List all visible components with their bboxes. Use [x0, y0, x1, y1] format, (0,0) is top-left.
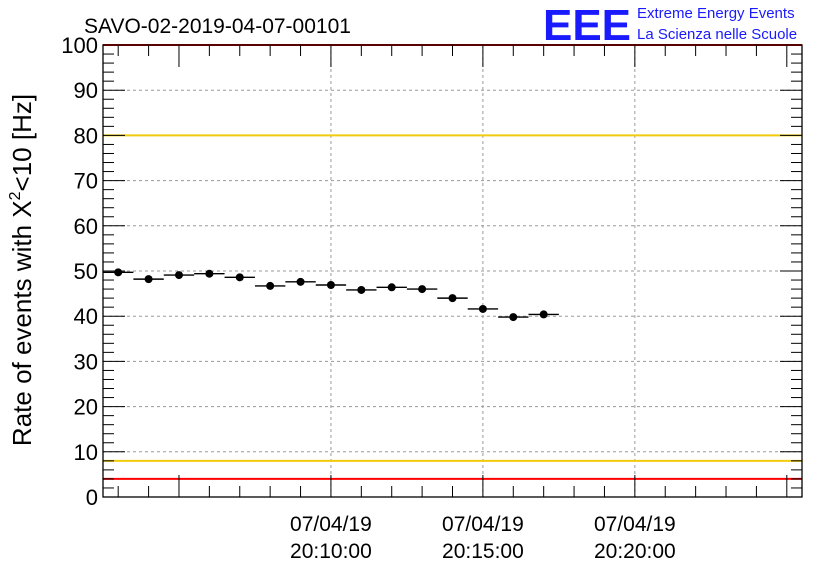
x-tick-label-time: 20:15:00 [442, 540, 524, 563]
data-point [103, 268, 134, 277]
y-tick-label: 70 [74, 169, 98, 194]
data-point-marker [509, 313, 518, 322]
eee-logo-line2: La Scienza nelle Scuole [637, 26, 797, 43]
data-point-marker [357, 285, 366, 294]
data-point [194, 269, 225, 278]
eee-logo: EEE Extreme Energy Events La Scienza nel… [543, 1, 797, 50]
data-point [376, 283, 407, 292]
data-point-marker [418, 285, 427, 294]
data-point [285, 277, 316, 286]
y-tick-label: 40 [74, 304, 98, 329]
data-point [133, 275, 164, 284]
data-point [498, 313, 529, 322]
data-point [528, 310, 559, 319]
y-tick-label: 10 [74, 440, 98, 465]
data-point-marker [205, 269, 214, 278]
data-point-marker [235, 273, 244, 282]
y-tick-label: 50 [74, 259, 98, 284]
y-tick-label: 90 [74, 78, 98, 103]
x-tick-label-date: 07/04/19 [594, 513, 676, 536]
tick-labels: 0 10 20 30 40 50 60 70 80 90 100 07/04/19 20:10:00 07… [61, 33, 675, 563]
data-point-marker [478, 304, 487, 313]
data-point [224, 273, 255, 282]
data-point [254, 281, 286, 290]
y-tick-label: 100 [61, 33, 98, 58]
x-tick-label-date: 07/04/19 [442, 513, 524, 536]
data-point-marker [174, 271, 183, 280]
eee-logo-mark: EEE [543, 1, 631, 50]
y-axis-title: Rate of events with X2<10 [Hz] [7, 94, 37, 446]
data-point-marker [387, 283, 396, 292]
x-tick-label-date: 07/04/19 [290, 513, 372, 536]
y-tick-label: 30 [74, 349, 98, 374]
run-title: SAVO-02-2019-04-07-00101 [84, 15, 351, 38]
y-tick-label: 80 [74, 123, 98, 148]
data-point [346, 285, 377, 294]
data-point-marker [266, 281, 275, 290]
y-tick-label: 20 [74, 395, 98, 420]
data-point-marker [296, 277, 305, 286]
x-tick-label-time: 20:10:00 [290, 540, 372, 563]
y-tick-label: 0 [86, 485, 98, 510]
plot-frame [102, 44, 803, 498]
grid-layer [103, 45, 802, 497]
x-tick-label-time: 20:20:00 [594, 540, 676, 563]
y-tick-label: 60 [74, 214, 98, 239]
data-point-marker [114, 268, 123, 277]
svg-text:Rate of events with X2<10 [Hz]: Rate of events with X2<10 [Hz] [7, 94, 37, 446]
y-axis-title-tail: <10 [Hz] [7, 94, 37, 192]
reference-lines [103, 44, 802, 480]
y-axis-title-sup: 2 [7, 191, 24, 200]
data-point [467, 304, 499, 313]
data-point [406, 285, 438, 294]
data-point-marker [539, 310, 548, 319]
data-point-marker [448, 294, 457, 303]
data-point-marker [326, 281, 335, 290]
y-axis-title-main: Rate of events with X [7, 200, 37, 446]
data-point [315, 281, 347, 290]
data-points [103, 268, 559, 322]
data-point-marker [144, 275, 153, 284]
data-point [437, 294, 468, 303]
eee-logo-line1: Extreme Energy Events [637, 5, 795, 22]
data-point [163, 271, 195, 280]
